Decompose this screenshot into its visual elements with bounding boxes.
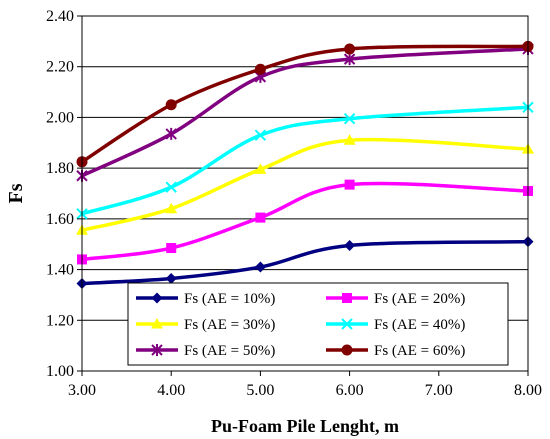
- data-point: [165, 127, 177, 140]
- legend-item: Fs (AE = 40%): [326, 317, 465, 333]
- series-3: [76, 134, 534, 235]
- y-tick-label: 1.00: [46, 363, 74, 380]
- legend-marker: [342, 293, 352, 303]
- legend-marker: [151, 292, 163, 304]
- y-tick-label: 2.00: [46, 109, 74, 126]
- data-point: [343, 134, 356, 145]
- x-tick-label: 3.00: [68, 382, 96, 399]
- legend-marker: [341, 318, 353, 330]
- y-tick-label: 1.20: [46, 312, 74, 329]
- legend-box: [127, 282, 509, 366]
- y-tick-label: 1.40: [46, 262, 74, 279]
- data-point: [343, 53, 356, 66]
- data-point: [344, 239, 356, 251]
- x-tick-label: 5.00: [246, 382, 274, 399]
- series-line: [81, 239, 529, 286]
- legend-marker: [151, 344, 163, 356]
- data-point: [344, 43, 356, 55]
- x-tick-label: 8.00: [514, 382, 542, 399]
- legend-item: Fs (AE = 60%): [326, 343, 465, 359]
- x-tick-label: 7.00: [425, 382, 453, 399]
- y-axis-title: Fs: [5, 183, 27, 203]
- series-line: [81, 181, 529, 262]
- data-point: [165, 99, 177, 111]
- x-axis-title: Pu-Foam Pile Lenght, m: [211, 416, 399, 436]
- data-point: [166, 243, 177, 254]
- legend-label: Fs (AE = 30%): [184, 317, 275, 333]
- legend-label: Fs (AE = 50%): [184, 343, 275, 359]
- data-point: [165, 272, 177, 284]
- legend-item: Fs (AE = 10%): [136, 291, 275, 307]
- legend: Fs (AE = 10%) Fs (AE = 20%) Fs (AE = 30%) F…: [127, 282, 509, 366]
- data-point: [254, 63, 266, 75]
- legend-label: Fs (AE = 20%): [374, 291, 465, 307]
- plot-area-frame: [81, 15, 529, 372]
- x-tick-label: 6.00: [336, 382, 364, 399]
- legend-item: Fs (AE = 30%): [136, 317, 275, 333]
- legend-marker: [151, 318, 163, 329]
- legend-marker: [341, 344, 353, 356]
- data-point: [254, 261, 266, 273]
- series-layer: [76, 40, 534, 290]
- y-tick-label: 2.40: [46, 8, 74, 25]
- y-tick-label: 1.60: [46, 211, 74, 228]
- data-point: [165, 202, 178, 214]
- legend-item: Fs (AE = 20%): [326, 291, 465, 307]
- series-line: [81, 47, 529, 178]
- legend-label: Fs (AE = 60%): [374, 343, 465, 359]
- series-line: [81, 137, 529, 232]
- axis-ticks: 1.00 1.20 1.40 1.60 1.80 2.00 2.20 2.40 3.00 4.00…: [46, 8, 542, 399]
- legend-label: Fs (AE = 40%): [374, 317, 465, 333]
- y-tick-label: 1.80: [46, 160, 74, 177]
- data-point: [344, 179, 355, 190]
- series-2: [77, 179, 533, 265]
- y-tick-label: 2.20: [46, 59, 74, 76]
- series-6: [76, 40, 534, 168]
- data-point: [254, 163, 267, 174]
- series-line: [81, 105, 529, 216]
- series-1: [76, 236, 534, 290]
- legend-item: Fs (AE = 50%): [136, 343, 275, 359]
- data-point: [343, 112, 356, 125]
- legend-label: Fs (AE = 10%): [184, 291, 275, 307]
- data-point: [165, 181, 177, 193]
- data-point: [255, 212, 266, 223]
- gridlines: [82, 66, 528, 321]
- data-point: [254, 129, 267, 141]
- x-tick-label: 4.00: [157, 382, 185, 399]
